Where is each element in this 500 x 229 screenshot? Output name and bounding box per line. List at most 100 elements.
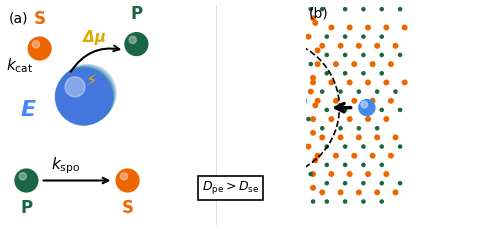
Circle shape: [278, 74, 295, 91]
Circle shape: [328, 25, 334, 30]
Circle shape: [375, 126, 380, 131]
Circle shape: [388, 153, 394, 159]
Circle shape: [358, 99, 376, 116]
Circle shape: [237, 55, 254, 73]
Circle shape: [56, 67, 114, 124]
Circle shape: [59, 64, 116, 121]
Circle shape: [57, 66, 114, 123]
Circle shape: [346, 25, 352, 30]
Circle shape: [356, 134, 362, 140]
Circle shape: [258, 149, 264, 156]
Circle shape: [374, 43, 380, 49]
Circle shape: [58, 65, 116, 122]
Circle shape: [310, 75, 316, 81]
Circle shape: [380, 71, 384, 76]
Circle shape: [380, 181, 384, 185]
Text: (b): (b): [308, 7, 328, 21]
Circle shape: [264, 152, 266, 155]
Circle shape: [284, 101, 288, 105]
Circle shape: [398, 7, 402, 11]
Circle shape: [310, 15, 316, 21]
Circle shape: [306, 34, 312, 40]
Circle shape: [250, 129, 268, 146]
Text: $k_{\mathrm{spo}}$: $k_{\mathrm{spo}}$: [52, 155, 80, 176]
Circle shape: [56, 68, 113, 125]
Circle shape: [32, 41, 40, 48]
Circle shape: [266, 147, 284, 164]
Circle shape: [246, 149, 253, 156]
Circle shape: [281, 76, 287, 83]
Circle shape: [58, 65, 115, 123]
Circle shape: [295, 117, 299, 121]
Circle shape: [338, 126, 343, 131]
Circle shape: [242, 131, 248, 138]
Circle shape: [248, 94, 256, 101]
Circle shape: [262, 129, 280, 146]
Circle shape: [258, 76, 264, 83]
Circle shape: [324, 53, 329, 57]
Circle shape: [398, 108, 402, 112]
Circle shape: [370, 153, 376, 159]
Circle shape: [398, 53, 402, 57]
Circle shape: [361, 144, 366, 149]
Circle shape: [274, 129, 291, 146]
Text: (a): (a): [9, 11, 29, 25]
Circle shape: [333, 98, 339, 104]
Circle shape: [274, 113, 280, 119]
Circle shape: [343, 199, 347, 204]
Circle shape: [258, 92, 275, 109]
Circle shape: [55, 68, 112, 125]
Circle shape: [251, 58, 258, 64]
Circle shape: [319, 43, 325, 49]
Circle shape: [262, 58, 269, 64]
Circle shape: [320, 126, 324, 131]
Circle shape: [283, 58, 290, 64]
Circle shape: [56, 67, 113, 125]
Circle shape: [324, 108, 329, 112]
Circle shape: [388, 61, 394, 67]
Circle shape: [384, 25, 390, 30]
Circle shape: [361, 34, 366, 39]
Circle shape: [59, 64, 116, 122]
Circle shape: [356, 89, 361, 94]
Circle shape: [265, 131, 272, 138]
Circle shape: [343, 71, 347, 76]
Circle shape: [282, 110, 300, 128]
Circle shape: [343, 163, 347, 167]
Circle shape: [234, 92, 252, 109]
Circle shape: [280, 55, 297, 73]
Text: $D_{\rm pe} > D_{\rm se}$: $D_{\rm pe} > D_{\rm se}$: [202, 179, 260, 196]
Circle shape: [56, 68, 112, 125]
Circle shape: [308, 7, 313, 11]
Circle shape: [270, 76, 276, 83]
Circle shape: [278, 149, 285, 156]
Circle shape: [244, 74, 261, 91]
Circle shape: [306, 117, 311, 121]
Circle shape: [361, 7, 366, 11]
Circle shape: [306, 144, 312, 150]
Circle shape: [116, 168, 140, 193]
Circle shape: [120, 173, 128, 180]
Circle shape: [380, 34, 384, 39]
Circle shape: [290, 92, 307, 109]
Circle shape: [57, 66, 114, 124]
Circle shape: [392, 43, 398, 49]
Circle shape: [248, 55, 266, 73]
Circle shape: [308, 89, 314, 95]
Circle shape: [370, 61, 376, 67]
Circle shape: [343, 34, 347, 39]
Circle shape: [380, 53, 384, 57]
Circle shape: [314, 153, 320, 159]
Circle shape: [328, 79, 334, 85]
Circle shape: [276, 131, 283, 138]
Circle shape: [238, 94, 244, 101]
Circle shape: [314, 98, 320, 104]
Circle shape: [392, 189, 398, 195]
Circle shape: [58, 66, 114, 123]
Circle shape: [361, 163, 366, 167]
Circle shape: [356, 189, 362, 195]
Circle shape: [338, 134, 344, 140]
Text: P: P: [130, 5, 142, 23]
Circle shape: [365, 171, 371, 177]
Circle shape: [58, 65, 115, 123]
